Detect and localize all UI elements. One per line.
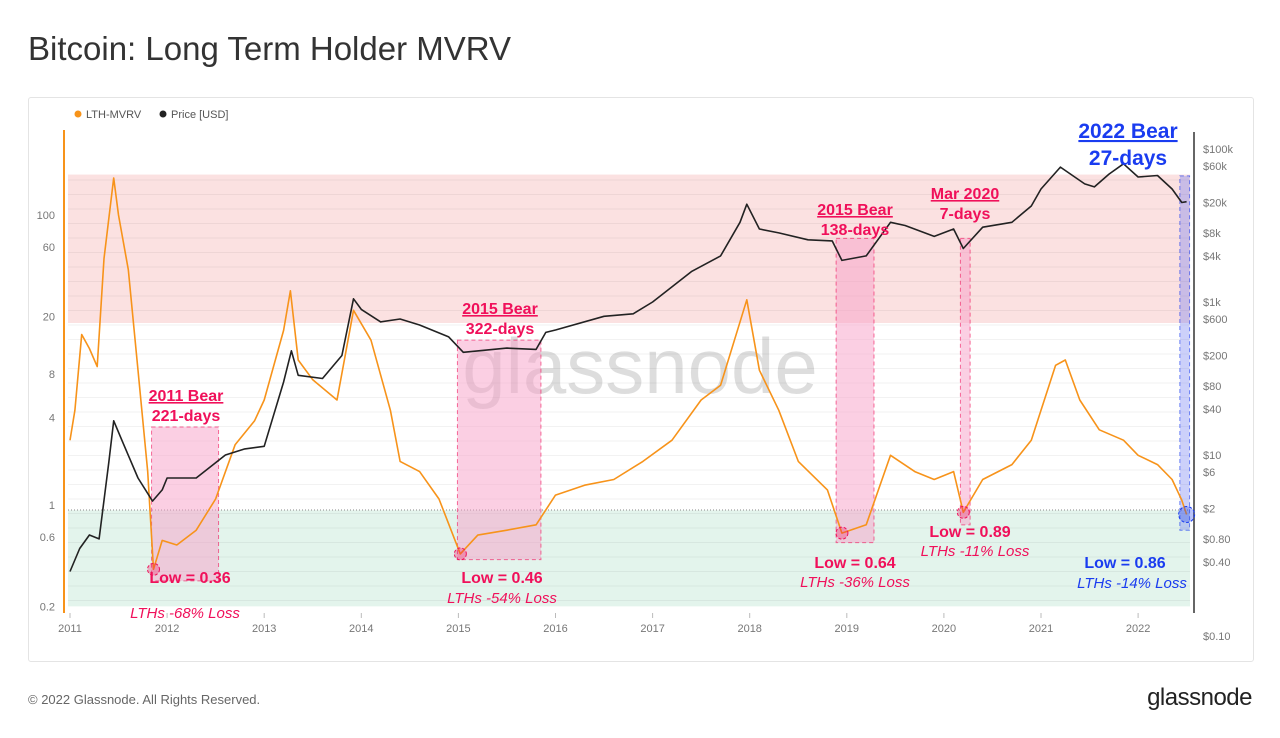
right-tick-label: $1k	[1203, 297, 1221, 309]
right-tick-label: $2	[1203, 503, 1215, 515]
right-tick-label: $600	[1203, 314, 1227, 326]
right-tick-label: $20k	[1203, 197, 1227, 209]
band-green	[68, 510, 1190, 607]
left-tick-label: 0.6	[40, 532, 55, 544]
band-red	[68, 174, 1190, 323]
region-duration: 322-days	[466, 321, 535, 338]
x-tick-label: 2022	[1126, 623, 1150, 635]
x-tick-label: 2015	[446, 623, 470, 635]
low-marker	[453, 547, 467, 561]
page-title: Bitcoin: Long Term Holder MVRV	[28, 30, 511, 67]
low-marker	[147, 562, 161, 576]
x-tick-label: 2014	[349, 623, 373, 635]
left-tick-label: 100	[37, 210, 55, 222]
right-tick-label: $60k	[1203, 161, 1227, 173]
region-title: 2011 Bear	[149, 388, 224, 405]
left-tick-label: 0.2	[40, 601, 55, 613]
low-label: Low = 0.89	[929, 524, 1010, 541]
right-tick-label: $100k	[1203, 144, 1233, 156]
left-tick-label: 4	[49, 413, 55, 425]
left-tick-label: 20	[43, 311, 55, 323]
legend-label-lth-mvrv[interactable]: LTH-MVRV	[86, 109, 142, 121]
footer-logo: glassnode	[1147, 684, 1252, 711]
x-tick-label: 2020	[932, 623, 956, 635]
right-tick-label: $6	[1203, 467, 1215, 479]
region-duration: 27-days	[1089, 147, 1167, 170]
x-tick-label: 2017	[640, 623, 664, 635]
low-label: Low = 0.86	[1084, 555, 1165, 572]
region-duration: 221-days	[152, 408, 221, 425]
footer-copyright: © 2022 Glassnode. All Rights Reserved.	[28, 692, 261, 707]
lth-mvrv-line	[69, 177, 1188, 571]
right-tick-label: $0.10	[1203, 631, 1231, 643]
loss-label: LTHs -54% Loss	[447, 590, 557, 607]
right-tick-label: $8k	[1203, 228, 1221, 240]
low-marker	[1178, 505, 1196, 523]
bear-region	[1179, 175, 1191, 531]
x-tick-label: 2013	[252, 623, 276, 635]
low-label: Low = 0.46	[461, 570, 542, 587]
loss-label: LTHs -11% Loss	[921, 543, 1030, 560]
left-tick-label: 60	[43, 242, 55, 254]
low-marker	[956, 505, 970, 519]
x-tick-label: 2011	[58, 623, 82, 635]
bear-region	[151, 426, 220, 582]
right-tick-label: $200	[1203, 350, 1227, 362]
right-tick-label: $0.40	[1203, 557, 1231, 569]
region-title: 2015 Bear	[817, 202, 893, 219]
right-tick-label: $0.80	[1203, 534, 1231, 546]
x-tick-label: 2018	[737, 623, 761, 635]
x-tick-label: 2016	[543, 623, 567, 635]
bear-region	[456, 339, 542, 561]
low-label: Low = 0.64	[814, 555, 895, 572]
region-title: 2022 Bear	[1078, 120, 1177, 143]
left-tick-label: 1	[49, 500, 55, 512]
price-line	[69, 163, 1187, 572]
loss-label: LTHs -36% Loss	[800, 574, 910, 591]
region-duration: 7-days	[940, 206, 991, 223]
loss-label: LTHs -14% Loss	[1077, 575, 1187, 592]
low-label: Low = 0.36	[149, 570, 230, 587]
legend: LTH-MVRV Price [USD]	[74, 109, 228, 121]
legend-label-price[interactable]: Price [USD]	[171, 109, 228, 121]
low-marker	[835, 526, 849, 540]
legend-dot-price	[159, 110, 167, 118]
region-title: 2015 Bear	[462, 301, 538, 318]
region-title: Mar 2020	[931, 186, 1000, 203]
bear-region	[835, 237, 875, 544]
right-tick-label: $10	[1203, 450, 1221, 462]
left-tick-label: 8	[49, 369, 55, 381]
chart-card	[28, 97, 1254, 662]
x-tick-label: 2019	[835, 623, 859, 635]
right-tick-label: $40	[1203, 404, 1221, 416]
x-tick-label: 2012	[155, 623, 179, 635]
x-tick-label: 2021	[1029, 623, 1053, 635]
right-tick-label: $4k	[1203, 251, 1221, 263]
legend-dot-lth-mvrv	[74, 110, 82, 118]
region-duration: 138-days	[821, 222, 890, 239]
bear-region	[959, 237, 971, 526]
right-tick-label: $80	[1203, 381, 1221, 393]
loss-label: LTHs -68% Loss	[130, 605, 240, 622]
